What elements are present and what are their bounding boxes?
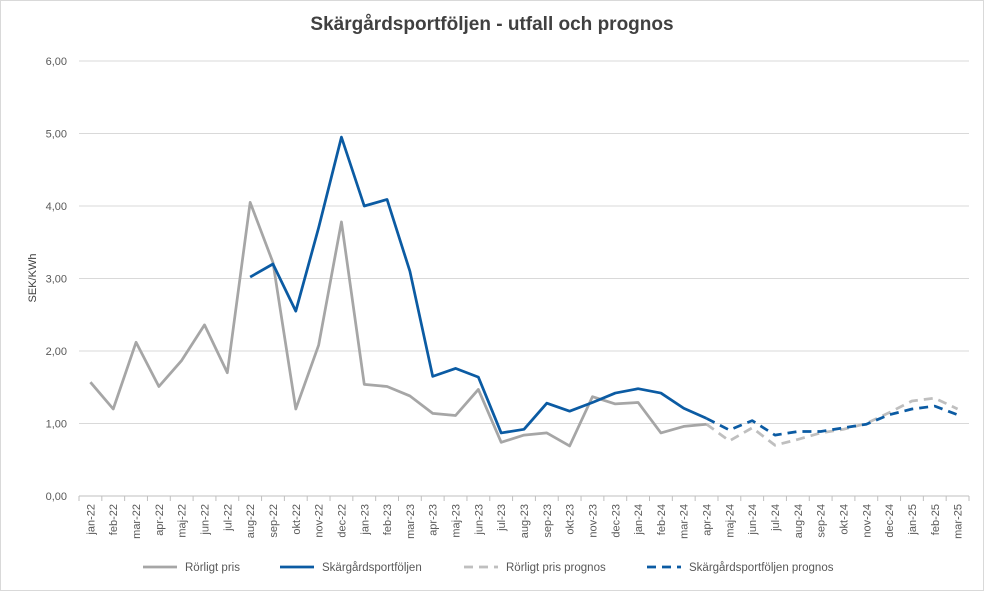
x-tick-labels: jan-22 feb-22 mar-22 apr-22 maj-22 jun-22 jul-… [85,504,964,539]
y-tick-label: 3,00 [46,274,67,286]
x-tick-label: feb-23 [382,504,394,535]
x-tick-label: jun-23 [473,504,485,536]
x-tick-label: jan-24 [633,504,645,536]
x-tick-label: mar-22 [131,504,143,539]
chart-title: Skärgårdsportföljen - utfall och prognos [310,14,674,35]
legend-label: Rörligt pris [185,562,240,574]
x-tick-label: okt-24 [838,504,850,535]
x-tick-label: sep-22 [268,504,280,538]
x-tick-label: mar-25 [953,504,965,539]
legend-label: Skärgårdsportföljen [322,562,422,574]
y-tick-label: 5,00 [46,129,67,141]
x-tick-label: aug-24 [793,504,805,538]
series-line-r-rligt-pris [89,201,707,448]
y-tick-labels: 0,00 1,00 2,00 3,00 4,00 5,00 6,00 [46,56,67,503]
series-line-sk-rg-rdsportf-ljen [249,135,708,435]
gridlines [78,60,970,501]
x-tick-label: maj-23 [451,504,463,538]
legend: Rörligt pris Skärgårdsportföljen Rörligt p… [143,562,834,574]
x-tick-label: jan-25 [907,504,919,536]
legend-label: Rörligt pris prognos [506,562,606,574]
x-tick-label: aug-22 [245,504,257,538]
y-tick-label: 0,00 [46,491,67,503]
x-tick-label: nov-22 [314,504,326,538]
x-tick-label: nov-23 [587,504,599,538]
x-tick-label: okt-23 [565,504,577,535]
x-tick-label: maj-24 [724,504,736,538]
x-tick-label: feb-25 [930,504,942,535]
series-lines [89,135,959,448]
x-tick-label: jul-23 [496,504,508,532]
y-tick-label: 4,00 [46,201,67,213]
x-tick-label: dec-22 [336,504,348,538]
series-line-r-rligt-pris-prognos [705,396,959,447]
x-tick-label: feb-22 [108,504,120,535]
x-tick-label: feb-24 [656,504,668,535]
x-tick-label: jun-22 [200,504,212,536]
x-tick-label: sep-23 [542,504,554,538]
x-tick-label: jul-24 [770,504,782,532]
x-tick-label: jan-23 [359,504,371,536]
x-tick-label: okt-22 [291,504,303,535]
x-tick-label: sep-24 [816,504,828,538]
x-tick-label: jul-22 [222,504,234,532]
y-tick-label: 1,00 [46,419,67,431]
x-tick-label: dec-24 [884,504,896,538]
x-tick-label: maj-22 [177,504,189,538]
y-tick-label: 6,00 [46,56,67,68]
x-tick-label: jan-22 [85,504,97,536]
y-tick-label: 2,00 [46,346,67,358]
x-tick-label: apr-23 [428,504,440,536]
x-tick-label: nov-24 [861,504,873,538]
y-axis-label: SEK/KWh [27,254,39,303]
legend-label: Skärgårdsportföljen prognos [689,562,834,574]
x-tick-label: apr-22 [154,504,166,536]
x-tick-label: mar-23 [405,504,417,539]
x-tick-label: dec-23 [610,504,622,538]
x-tick-label: jun-24 [747,504,759,536]
series-line-sk-rg-rdsportf-ljen-prognos [705,404,959,437]
x-tick-label: aug-23 [519,504,531,538]
x-tick-label: apr-24 [702,504,714,536]
x-tick-label: mar-24 [679,504,691,539]
